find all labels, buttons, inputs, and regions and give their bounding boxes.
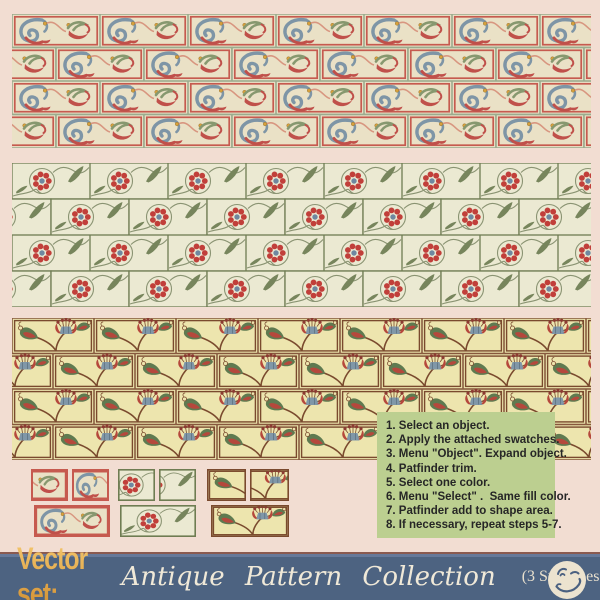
instruction-step: 5. Select one color. — [386, 476, 491, 489]
title-banner: Vector set: Antique Pattern Collection (… — [0, 541, 600, 600]
swatch-group-stylized-plant — [207, 469, 290, 537]
winking-smiley-icon — [548, 561, 586, 599]
instruction-step: 3. Menu "Object". Expand object. — [386, 448, 567, 461]
instruction-step: 4. Patfinder trim. — [386, 462, 477, 475]
swatch-group-swirl — [31, 469, 110, 537]
instruction-step: 2. Apply the attached swatches. — [386, 434, 560, 447]
pattern-band-swirl-ornament — [12, 14, 591, 148]
banner-highlight-line — [0, 554, 600, 557]
instruction-step: 7. Patfinder add to shape area. — [386, 505, 553, 518]
instruction-step: 8. If necessary, repeat steps 5-7. — [386, 519, 562, 532]
collection-title: Antique Pattern Collection — [121, 562, 496, 592]
instructions-panel: 1. Select an object. 2. Apply the attach… — [377, 412, 571, 538]
pattern-band-flower-medallion — [12, 163, 591, 307]
instruction-step: 6. Menu "Select" . Same fill color. — [386, 491, 571, 504]
instruction-step: 1. Select an object. — [386, 420, 490, 432]
vector-set-label: Vector set: — [17, 541, 88, 600]
swatch-group-flower-medallion — [118, 469, 197, 537]
